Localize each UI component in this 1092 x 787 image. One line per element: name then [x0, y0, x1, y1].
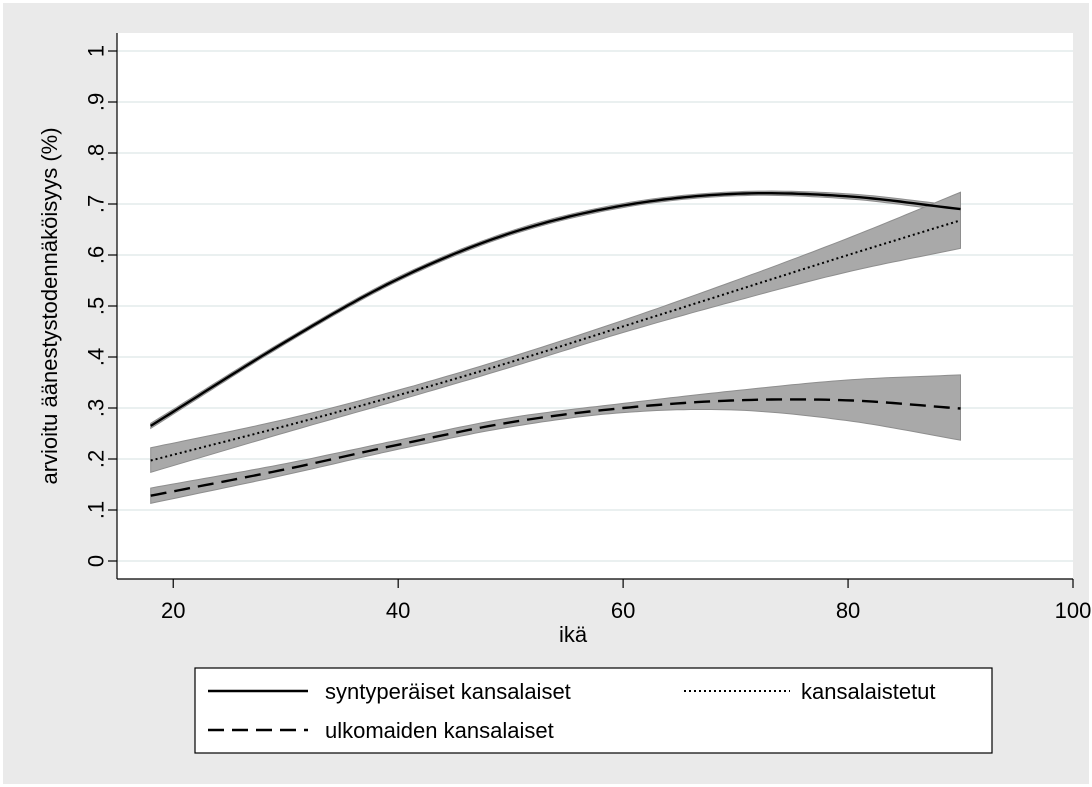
x-tick-label: 20: [161, 598, 185, 623]
y-tick-label: .2: [84, 450, 109, 468]
legend-label-kansalaistetut: kansalaistetut: [801, 679, 936, 704]
x-tick-label: 60: [611, 598, 635, 623]
y-axis-label: arvioitu äänestystodennäköisyys (%): [37, 127, 62, 484]
x-tick-label: 80: [836, 598, 860, 623]
legend: syntyperäiset kansalaiset kansalaistetut…: [194, 667, 993, 754]
legend-label-ulkomaiden: ulkomaiden kansalaiset: [325, 718, 554, 743]
y-tick-label: .7: [84, 195, 109, 213]
legend-label-syntyperaiset: syntyperäiset kansalaiset: [325, 679, 571, 704]
y-tick-label: .5: [84, 297, 109, 315]
y-tick-label: .1: [84, 501, 109, 519]
y-tick-label: .9: [84, 93, 109, 111]
y-tick-label: .3: [84, 399, 109, 417]
confidence-band-2: [150, 191, 961, 473]
y-tick-label: .8: [84, 144, 109, 162]
confidence-bands: [150, 190, 961, 505]
x-ticks: 20 40 60 80 100: [161, 579, 1091, 623]
confidence-band-3: [150, 374, 961, 505]
series-lines: [150, 192, 961, 497]
x-axis-label: ikä: [559, 622, 588, 647]
series-line-solid: [150, 192, 961, 427]
y-tick-label: .4: [84, 348, 109, 366]
y-ticks: 0 .1 .2 .3 .4 .5 .6 .7 .8 .9 1: [84, 45, 117, 567]
x-tick-label: 100: [1055, 598, 1092, 623]
y-tick-label: 0: [84, 555, 109, 567]
series-line-dashed: [150, 398, 961, 497]
x-tick-label: 40: [386, 598, 410, 623]
y-tick-label: 1: [84, 45, 109, 57]
legend-box: [194, 667, 993, 754]
y-tick-label: .6: [84, 246, 109, 264]
series-line-dotted: [150, 219, 961, 462]
